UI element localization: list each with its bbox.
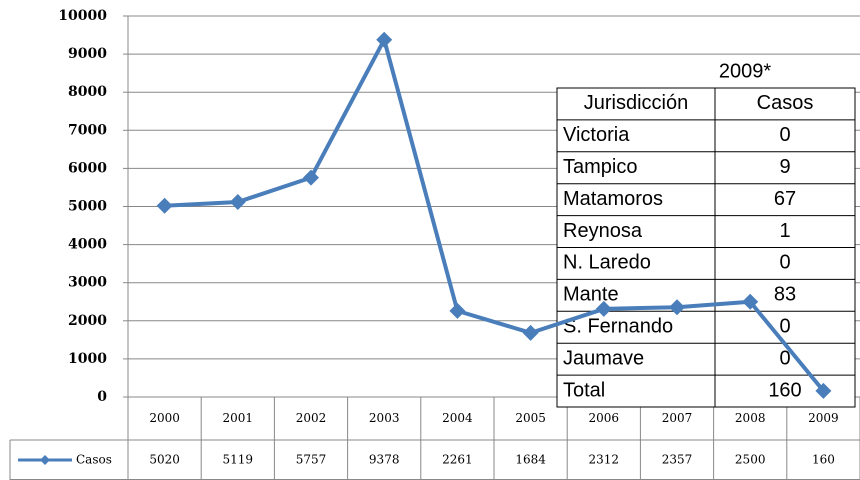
x-tick-label: 2004	[442, 411, 473, 425]
y-tick-label: 5000	[68, 199, 107, 215]
table-header: Jurisdicción	[584, 92, 688, 114]
data-table-value: 5757	[296, 453, 327, 467]
table-cell: 67	[774, 188, 796, 210]
table-cell: Reynosa	[563, 220, 643, 242]
y-tick-label: 10000	[58, 8, 107, 24]
data-table-value: 2357	[662, 453, 693, 467]
data-point	[449, 302, 466, 319]
x-tick-label: 2002	[296, 411, 327, 425]
y-tick-label: 2000	[68, 313, 107, 329]
data-table-value: 2261	[442, 453, 473, 467]
table-cell: S. Fernando	[563, 316, 673, 338]
y-tick-label: 4000	[68, 237, 107, 253]
table-cell: 0	[779, 316, 790, 338]
y-tick-label: 9000	[68, 46, 107, 62]
y-tick-label: 1000	[68, 351, 107, 367]
legend-marker	[40, 455, 50, 465]
data-point	[742, 293, 759, 310]
y-tick-label: 6000	[68, 160, 107, 176]
x-tick-label: 2009	[808, 411, 839, 425]
table-cell: 9	[779, 156, 790, 178]
data-table-value: 9378	[369, 453, 400, 467]
data-point	[815, 382, 832, 399]
table-cell: 1	[779, 220, 790, 242]
table-cell: 160	[768, 379, 801, 401]
y-tick-label: 3000	[68, 275, 107, 291]
table-title: 2009*	[719, 60, 771, 82]
x-tick-label: 2006	[589, 411, 620, 425]
data-point	[303, 169, 319, 186]
y-tick-label: 0	[97, 389, 107, 405]
data-table-value: 2500	[735, 453, 766, 467]
x-tick-label: 2000	[149, 411, 180, 425]
table-cell: Total	[563, 379, 605, 401]
table-header: Casos	[757, 92, 814, 114]
table-cell: 0	[779, 252, 790, 274]
x-tick-label: 2007	[662, 411, 693, 425]
table-cell: Victoria	[563, 124, 630, 146]
data-table-value: 5119	[223, 453, 254, 467]
x-tick-label: 2008	[735, 411, 766, 425]
data-table-value: 5020	[149, 453, 180, 467]
data-point	[229, 193, 246, 210]
data-point	[669, 299, 685, 316]
data-point	[595, 300, 612, 317]
data-table-value: 1684	[515, 453, 546, 467]
x-tick-label: 2003	[369, 411, 400, 425]
table-cell: Matamoros	[563, 188, 663, 210]
x-tick-label: 2001	[223, 411, 254, 425]
data-point	[376, 31, 393, 48]
table-cell: Tampico	[563, 156, 637, 178]
x-tick-label: 2005	[515, 411, 546, 425]
y-tick-label: 8000	[68, 84, 107, 100]
legend-label: Casos	[76, 453, 112, 467]
table-cell: 0	[779, 124, 790, 146]
data-point	[522, 324, 539, 341]
data-point	[156, 197, 173, 214]
table-cell: Jaumave	[563, 347, 644, 369]
data-table-value: 2312	[589, 453, 620, 467]
table-cell: 83	[774, 284, 796, 306]
y-tick-label: 7000	[68, 122, 107, 138]
table-cell: Mante	[563, 284, 619, 306]
table-cell: N. Laredo	[563, 252, 651, 274]
table-cell: 0	[779, 347, 790, 369]
series-line	[164, 37, 825, 393]
data-table-value: 160	[812, 453, 835, 467]
